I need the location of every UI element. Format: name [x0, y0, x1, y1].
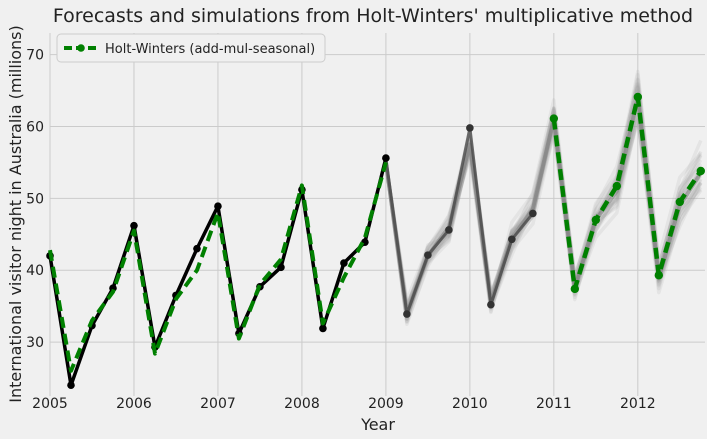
observed-point: [67, 381, 75, 390]
forecast-point: [570, 284, 580, 294]
forecast-line: [551, 94, 703, 292]
observed-point: [340, 259, 348, 267]
observed-point: [445, 226, 453, 234]
observed-point: [130, 221, 138, 230]
observed-point: [403, 310, 411, 318]
chart-title: Forecasts and simulations from Holt-Wint…: [53, 5, 693, 27]
observed-point: [508, 235, 516, 244]
legend: Holt-Winters (add-mul-seasonal): [56, 33, 326, 63]
x-tick-label: 2009: [368, 396, 404, 412]
y-tick-label: 70: [26, 48, 44, 64]
fitted-series: [48, 92, 706, 373]
y-tick-label: 40: [26, 263, 44, 279]
x-tick-label: 2006: [116, 396, 152, 412]
x-tick-label: 2011: [536, 396, 572, 412]
x-tick-label: 2007: [200, 396, 236, 412]
observed-point: [319, 324, 327, 333]
x-tick-label: 2005: [32, 396, 68, 412]
x-tick-label: 2008: [284, 396, 320, 412]
legend-label: Holt-Winters (add-mul-seasonal): [105, 42, 315, 57]
y-tick-label: 30: [26, 335, 44, 351]
forecast-point: [549, 114, 559, 123]
y-tick-label: 50: [26, 191, 44, 207]
legend-box: [56, 33, 326, 63]
observed-point: [277, 263, 285, 272]
x-axis-label: Year: [360, 415, 395, 434]
observed-point: [424, 251, 432, 259]
y-axis-label: International visitor night in Australia…: [6, 25, 25, 403]
forecast-point: [696, 166, 706, 176]
observed-line-late: [384, 126, 535, 316]
forecast-point: [675, 197, 685, 207]
observed-point: [487, 300, 495, 309]
forecast-point: [591, 215, 601, 225]
tick-labels: 2005 2006 2007 2008 2009 2010 2011 2012 30 40 50 60…: [26, 48, 655, 412]
y-tick-label: 60: [26, 119, 44, 135]
observed-point: [382, 154, 390, 162]
x-tick-label: 2012: [620, 396, 656, 412]
fitted-line: [48, 161, 388, 373]
x-tick-label: 2010: [452, 396, 488, 412]
forecast-point: [654, 271, 664, 280]
observed-point: [214, 202, 222, 211]
observed-point: [529, 209, 537, 218]
observed-point: [466, 124, 474, 132]
observed-point: [193, 244, 201, 253]
forecast-point: [612, 181, 622, 191]
legend-marker: [77, 44, 85, 52]
forecast-point: [633, 92, 643, 102]
